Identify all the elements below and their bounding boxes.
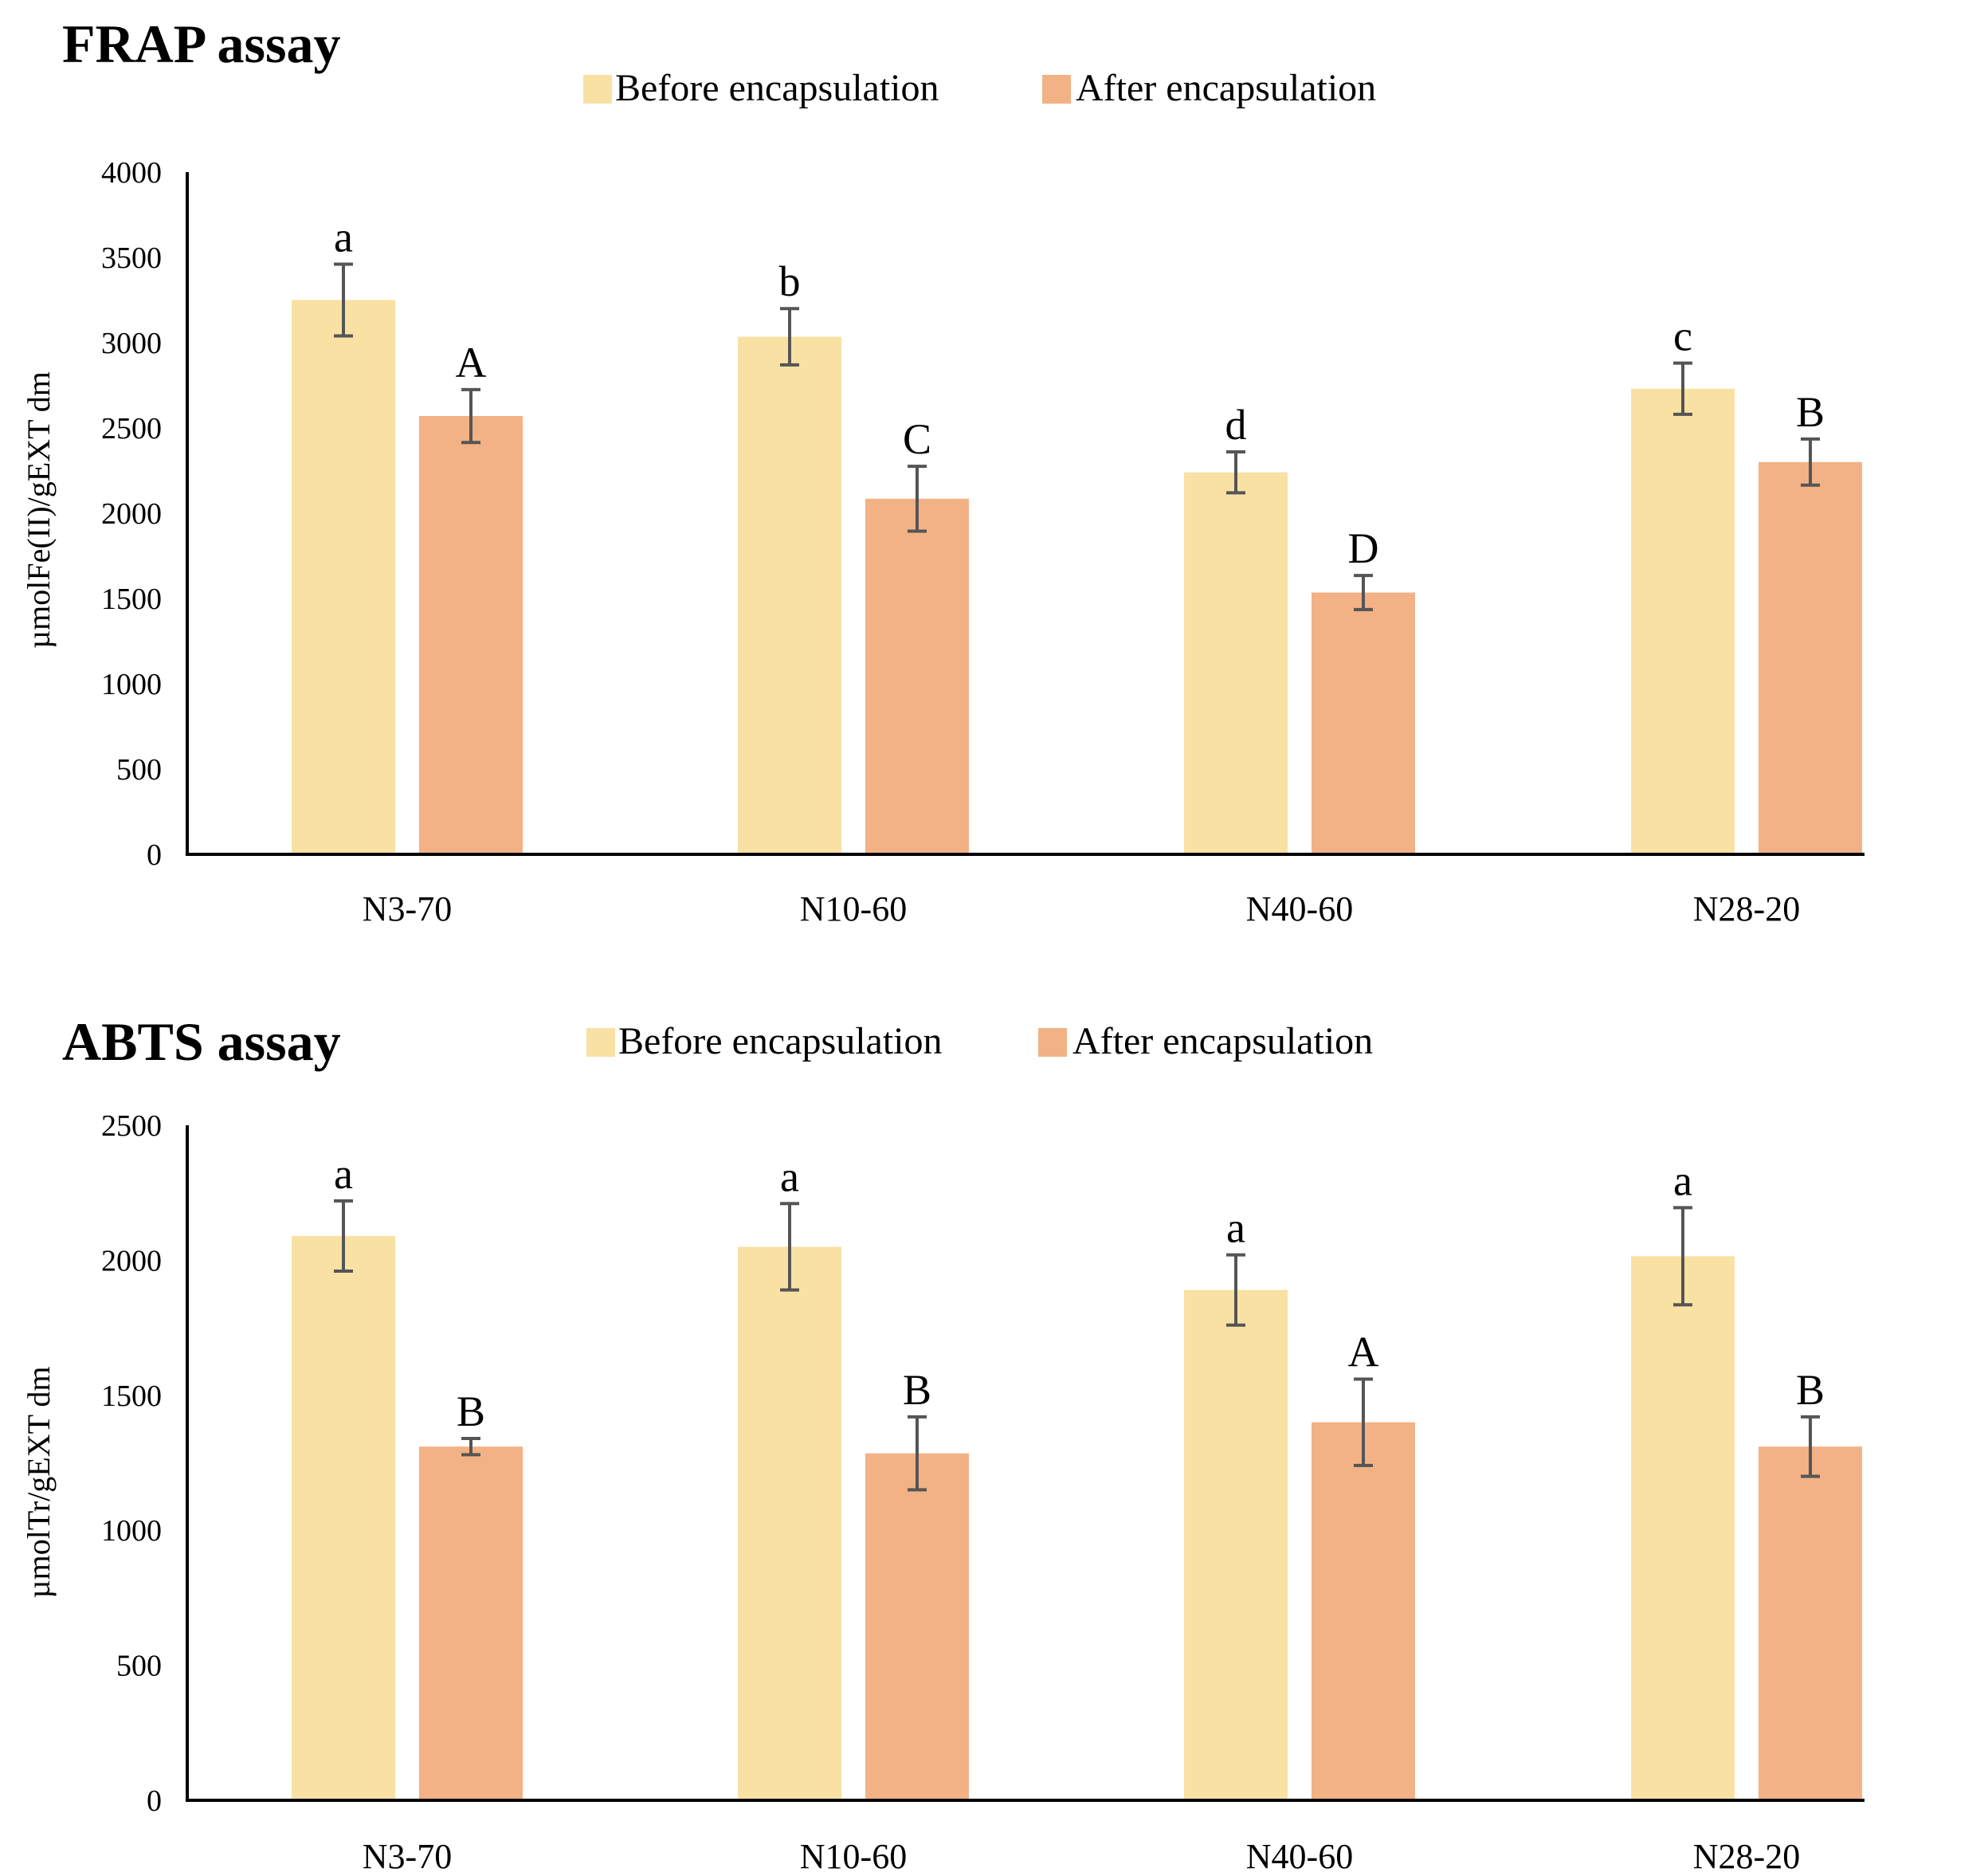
frap-significance-label: d xyxy=(1225,401,1247,449)
abts-bar-after xyxy=(419,1446,523,1800)
abts-x-tick-label: N28-20 xyxy=(1693,1837,1800,1876)
frap-x-tick-label: N40-60 xyxy=(1246,889,1353,928)
frap-y-tick-label: 500 xyxy=(116,753,162,787)
frap-bar-after xyxy=(865,498,969,854)
abts-legend-before-swatch xyxy=(586,1028,615,1057)
frap-bar-before xyxy=(738,336,841,854)
frap-x-tick-label: N10-60 xyxy=(800,889,907,928)
frap-y-tick-label: 1500 xyxy=(101,583,162,616)
frap-significance-label: b xyxy=(779,257,801,305)
abts-legend: Before encapsulation After encapsulation xyxy=(586,1020,1373,1062)
abts-y-tick-label: 2000 xyxy=(101,1244,162,1277)
frap-y-tick-label: 3000 xyxy=(101,327,162,360)
frap-y-tick-label: 1000 xyxy=(101,668,162,701)
abts-legend-before-label: Before encapsulation xyxy=(618,1020,943,1062)
frap-legend-after-swatch xyxy=(1042,75,1071,104)
abts-significance-label: B xyxy=(457,1387,485,1435)
frap-y-axis-label: µmolFe(II)/gEXT dm xyxy=(21,371,57,649)
frap-bar-before xyxy=(292,300,395,854)
abts-y-tick-label: 1500 xyxy=(101,1380,162,1413)
frap-y-tick-label: 4000 xyxy=(101,156,162,190)
frap-significance-label: a xyxy=(334,214,353,261)
abts-x-tick-label: N10-60 xyxy=(800,1837,907,1876)
frap-significance-label: A xyxy=(456,339,487,387)
abts-significance-label: a xyxy=(334,1150,353,1198)
frap-bar-after xyxy=(1312,592,1415,854)
frap-significance-label: C xyxy=(903,415,931,463)
abts-legend-after-label: After encapsulation xyxy=(1072,1020,1373,1062)
abts-significance-label: a xyxy=(780,1152,799,1200)
abts-x-tick-label: N40-60 xyxy=(1246,1837,1353,1876)
abts-bar-after xyxy=(1312,1422,1415,1800)
abts-significance-label: a xyxy=(1673,1156,1692,1204)
abts-plot-area: 0 500 1000 1500 2000 2500 N3-70 N10-60 N40-60 N28… xyxy=(101,1109,1862,1876)
abts-x-tick-label: N3-70 xyxy=(363,1837,452,1876)
frap-bar-before xyxy=(1184,472,1288,854)
frap-chart-panel: FRAP assay Before encapsulation After en… xyxy=(21,14,1864,928)
abts-significance-label: A xyxy=(1348,1328,1379,1376)
frap-plot-area: 0 500 1000 1500 2000 2500 3000 3500 4000 N3-70 N10… xyxy=(101,156,1862,928)
frap-x-tick-label: N28-20 xyxy=(1693,889,1800,928)
abts-significance-label: a xyxy=(1226,1204,1245,1252)
frap-chart-title: FRAP assay xyxy=(62,14,340,74)
frap-bar-before xyxy=(1631,388,1735,854)
abts-bar-after xyxy=(865,1453,969,1800)
frap-y-tick-label: 2000 xyxy=(101,497,162,531)
abts-bar-before xyxy=(292,1235,395,1800)
abts-chart-title: ABTS assay xyxy=(62,1011,341,1072)
frap-legend-before-swatch xyxy=(583,75,612,104)
abts-significance-label: B xyxy=(1796,1366,1825,1414)
abts-y-tick-label: 500 xyxy=(116,1650,162,1683)
abts-bar-after xyxy=(1759,1446,1862,1800)
frap-legend: Before encapsulation After encapsulation xyxy=(583,67,1376,109)
frap-bar-after xyxy=(1759,461,1862,854)
frap-legend-after-label: After encapsulation xyxy=(1076,67,1376,109)
abts-bar-before xyxy=(1631,1256,1735,1800)
abts-y-axis-label: µmolTr/gEXT dm xyxy=(21,1367,57,1599)
frap-x-tick-label: N3-70 xyxy=(363,889,452,928)
abts-y-tick-label: 0 xyxy=(147,1784,162,1818)
abts-bar-before xyxy=(1184,1289,1288,1800)
frap-legend-before-label: Before encapsulation xyxy=(615,67,939,109)
frap-significance-label: c xyxy=(1673,312,1692,360)
abts-chart-panel: ABTS assay Before encapsulation After en… xyxy=(21,1011,1864,1876)
frap-y-tick-label: 0 xyxy=(147,838,162,872)
abts-bar-before xyxy=(738,1246,841,1800)
abts-legend-after-swatch xyxy=(1038,1028,1067,1057)
abts-significance-label: B xyxy=(903,1366,931,1414)
frap-significance-label: B xyxy=(1796,388,1825,436)
frap-y-tick-label: 3500 xyxy=(101,241,162,275)
abts-y-tick-label: 2500 xyxy=(101,1109,162,1143)
frap-bar-after xyxy=(419,416,523,854)
abts-y-tick-label: 1000 xyxy=(101,1514,162,1548)
frap-y-tick-label: 2500 xyxy=(101,412,162,445)
frap-significance-label: D xyxy=(1348,524,1379,572)
